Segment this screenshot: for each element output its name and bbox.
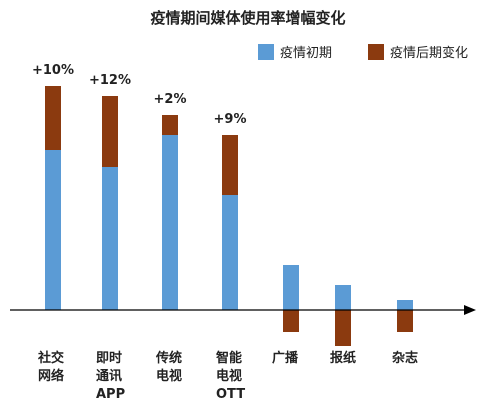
bar-initial-4: [283, 265, 299, 310]
bar-later-change-4: [283, 310, 299, 332]
change-label-0: +10%: [32, 63, 74, 78]
legend-swatch-initial: [258, 44, 274, 60]
bar-later-change-5: [335, 310, 351, 346]
category-label-2: 传统电视: [155, 350, 182, 384]
chart-title: 疫情期间媒体使用率增幅变化: [150, 9, 345, 27]
bar-initial-2: [162, 135, 178, 310]
bar-initial-3: [222, 195, 238, 310]
bar-later-change-6: [397, 310, 413, 332]
legend-label-initial: 疫情初期: [280, 45, 332, 61]
category-label-3: 智能电视 OTT: [216, 350, 245, 402]
bars-layer: [45, 86, 413, 346]
legend-label-later-change: 疫情后期变化: [390, 45, 468, 61]
category-label-0: 社交网络: [37, 350, 64, 384]
change-label-3: +9%: [214, 112, 247, 127]
bar-initial-1: [102, 167, 118, 310]
change-label-1: +12%: [89, 73, 131, 88]
bar-later-change-2: [162, 115, 178, 135]
bar-later-change-0: [45, 86, 61, 150]
category-label-4: 广播: [272, 350, 299, 366]
bar-initial-5: [335, 285, 351, 310]
bar-initial-0: [45, 150, 61, 310]
bar-later-change-3: [222, 135, 238, 195]
category-label-1: 即时通讯 APP: [96, 350, 125, 402]
category-label-6: 杂志: [392, 350, 418, 366]
bar-initial-6: [397, 300, 413, 310]
x-axis-arrow-icon: [464, 305, 476, 315]
legend-swatch-later-change: [368, 44, 384, 60]
bar-later-change-1: [102, 96, 118, 167]
labels-layer: +10% 社交网络 +12% 即时通讯 APP +2% 传统电视 +9% 智能电视 OTT 广播 报纸…: [32, 63, 418, 402]
category-label-5: 报纸: [330, 350, 356, 366]
change-label-2: +2%: [154, 92, 187, 107]
